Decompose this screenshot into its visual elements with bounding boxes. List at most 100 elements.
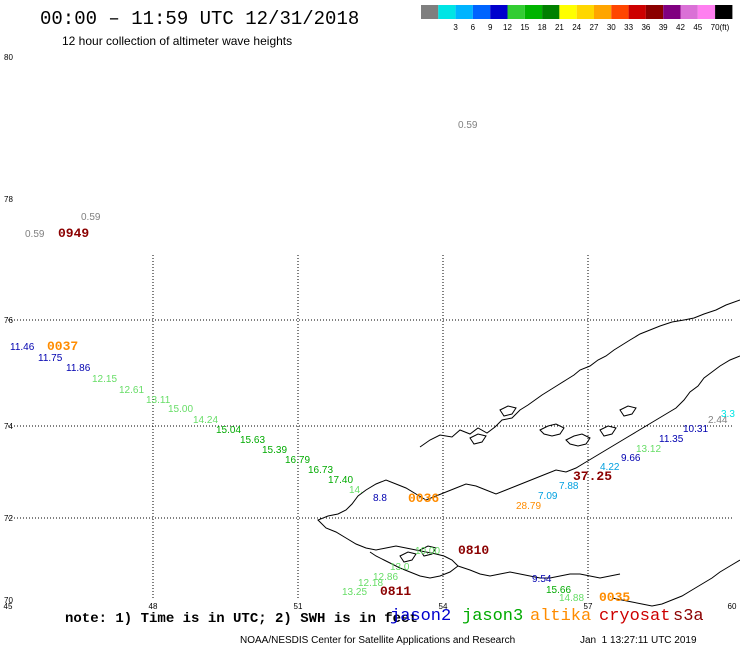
wave-height-label: 3.3	[721, 409, 735, 420]
color-bin-label: 33	[624, 23, 633, 32]
color-bin	[542, 5, 560, 19]
wave-height-label: 9.54	[532, 574, 552, 585]
color-bin	[715, 5, 733, 19]
footer-note: note: 1) Time is in UTC; 2) SWH is in fe…	[65, 611, 418, 627]
legend-s3a: s3a	[673, 607, 704, 626]
color-bin-label: 9	[488, 23, 493, 32]
wave-height-label: 0949	[58, 226, 89, 241]
wave-height-label: 0811	[380, 584, 411, 599]
wave-height-label: 16.73	[308, 465, 333, 476]
lon-tick-label: 60	[728, 602, 737, 611]
wave-height-label: 28.79	[516, 501, 541, 512]
color-bin	[559, 5, 577, 19]
wave-height-label: 0.59	[25, 229, 45, 240]
wave-height-label: 10.31	[683, 424, 708, 435]
wave-height-label: 15.66	[546, 585, 571, 596]
page-title: 00:00 – 11:59 UTC 12/31/2018	[40, 8, 360, 30]
wave-height-label: 15.00	[168, 404, 193, 415]
lon-tick-label: 57	[584, 602, 593, 611]
color-scale: 3 6 9 12 15 18 21 24 27 30 33 36 39 42 45 70 (ft)	[421, 5, 733, 32]
color-bin-label: 42	[676, 23, 685, 32]
color-bin-label: 39	[659, 23, 668, 32]
lon-tick-label: 45	[4, 602, 13, 611]
legend-altika: altika	[530, 607, 592, 626]
wave-height-label: 37.25	[573, 469, 612, 484]
wave-height-label: 7.88	[559, 481, 579, 492]
color-bin-label: 24	[572, 23, 581, 32]
color-bin	[455, 5, 473, 19]
observation-labels: 0.59 0.59 0.59 0949 11.46 003711.7511.8612.15…	[10, 120, 735, 605]
wave-height-label: 12.86	[373, 572, 398, 583]
wave-height-label: 2.44	[708, 415, 728, 426]
wave-height-label: 14.24	[193, 415, 218, 426]
wave-height-label: 10.00	[415, 546, 440, 557]
color-bin	[680, 5, 698, 19]
color-bin-label: 45	[693, 23, 702, 32]
color-bin	[628, 5, 646, 19]
color-bin	[594, 5, 612, 19]
color-bin-label: 18	[538, 23, 547, 32]
wave-height-label: 0037	[47, 339, 78, 354]
lat-tick-label: 72	[4, 514, 13, 523]
color-bin	[576, 5, 594, 19]
wave-height-label: 13.25	[342, 587, 367, 598]
color-bin	[611, 5, 629, 19]
color-bin-label: 3	[453, 23, 458, 32]
color-bin-label: 36	[641, 23, 650, 32]
wave-height-label: 13.0	[390, 562, 410, 573]
wave-height-label: 0036	[408, 491, 439, 506]
wave-height-label: 7.09	[538, 491, 558, 502]
page-subtitle: 12 hour collection of altimeter wave hei…	[62, 34, 293, 48]
color-bin-label: 30	[607, 23, 616, 32]
color-bin-label: 70	[711, 23, 720, 32]
wave-height-label: 12.61	[119, 385, 144, 396]
wave-height-label: 13.11	[146, 395, 171, 406]
color-bin	[472, 5, 491, 19]
wave-height-label: 15.63	[240, 435, 265, 446]
lat-tick-label: 80	[4, 53, 13, 62]
wave-height-label: 11.86	[66, 363, 91, 374]
wave-height-label: 11.46	[10, 342, 35, 353]
color-bin-label: 12	[503, 23, 512, 32]
wave-height-label: 13.12	[636, 444, 661, 455]
wave-height-label: 16.79	[285, 455, 310, 466]
lat-tick-label: 76	[4, 316, 13, 325]
wave-height-label: 14.88	[559, 593, 584, 604]
wave-height-label: 0810	[458, 543, 489, 558]
wave-height-label: 0035	[599, 590, 630, 605]
credit-line: NOAA/NESDIS Center for Satellite Applica…	[240, 635, 516, 646]
wave-height-label: 0.59	[81, 212, 101, 223]
coastline	[317, 299, 740, 607]
color-bin	[645, 5, 664, 19]
timestamp: Jan 1 13:27:11 UTC 2019	[580, 635, 697, 646]
color-bin-label: 21	[555, 23, 564, 32]
lat-tick-label: 70	[4, 596, 13, 605]
legend-jason3: jason3	[462, 607, 524, 626]
color-bin	[507, 5, 525, 19]
color-bin	[421, 5, 439, 19]
color-bin	[524, 5, 543, 19]
wave-height-label: 15.39	[262, 445, 287, 456]
color-bin	[490, 5, 508, 19]
lon-tick-label: 48	[149, 602, 158, 611]
legend-jason2: jason2	[390, 607, 452, 626]
lat-tick-label: 78	[4, 195, 13, 204]
lat-tick-label: 74	[4, 422, 13, 431]
color-bin-label: 27	[590, 23, 599, 32]
wave-height-label: 9.66	[621, 453, 641, 464]
color-scale-unit: (ft)	[720, 23, 730, 32]
wave-height-label: 4.22	[600, 462, 620, 473]
lon-tick-label: 51	[294, 602, 303, 611]
lon-tick-label: 54	[439, 602, 448, 611]
wave-height-label: 8.8	[373, 493, 387, 504]
color-bin	[663, 5, 681, 19]
wave-height-label: 15.04	[216, 425, 241, 436]
color-bin	[438, 5, 456, 19]
wave-height-label: 12.18	[358, 578, 383, 589]
wave-height-label: 12.15	[92, 374, 117, 385]
wave-height-label: 11.35	[659, 434, 684, 445]
color-bin-label: 6	[471, 23, 476, 32]
wave-height-label: 17.40	[328, 475, 353, 486]
